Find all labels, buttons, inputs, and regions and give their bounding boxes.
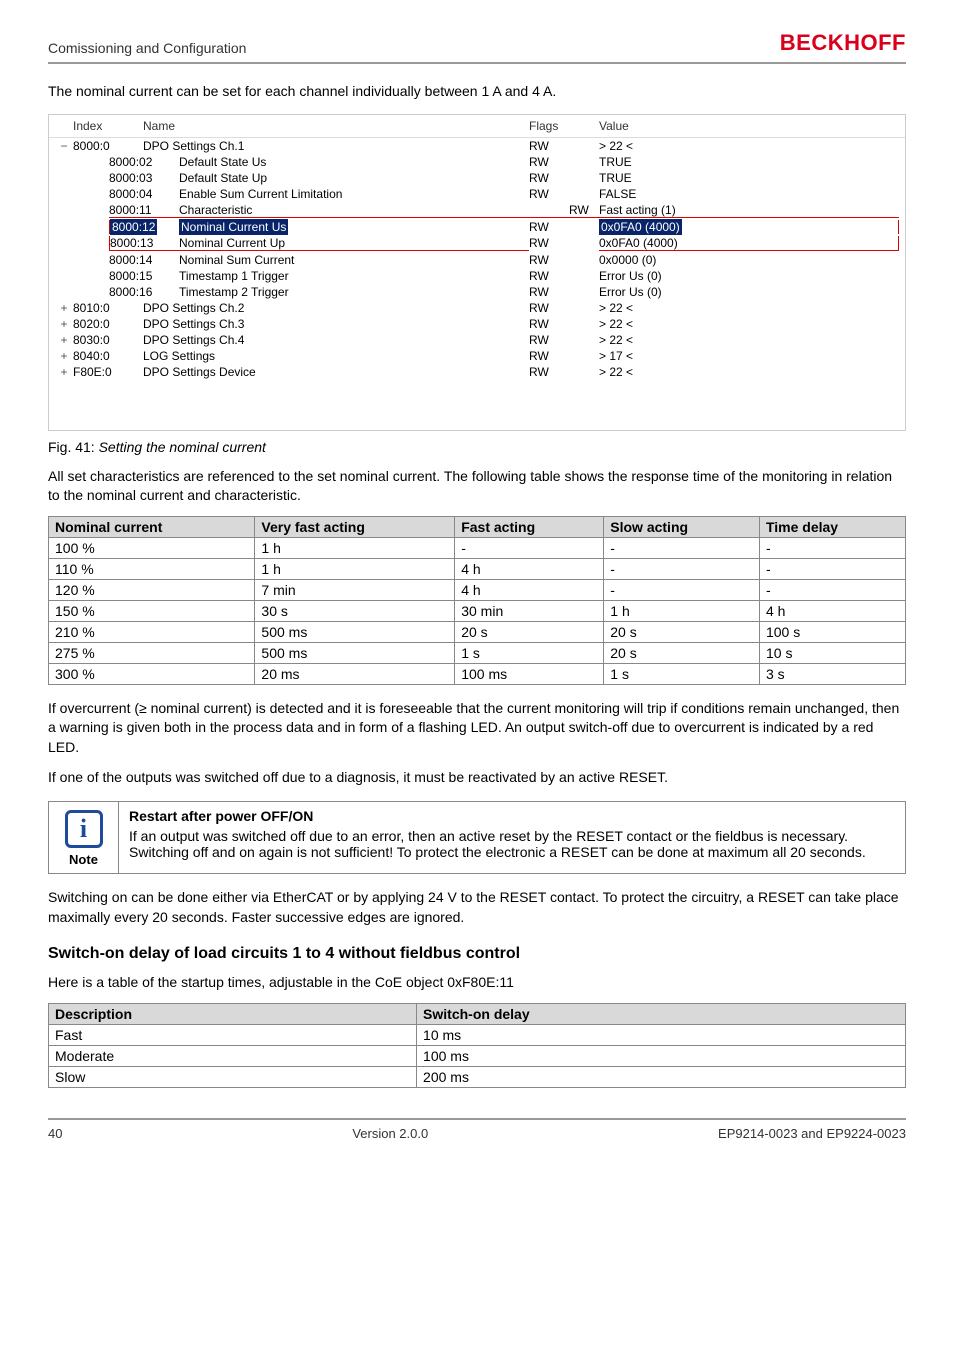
table-row: Slow200 ms [49,1066,906,1087]
figure-caption: Fig. 41: Setting the nominal current [48,439,906,455]
table-header: Very fast acting [255,516,455,537]
note-body: If an output was switched off due to an … [129,828,895,860]
table-header: Description [49,1003,417,1024]
coe-row: 8000:12Nominal Current UsRW0x0FA0 (4000) [49,219,905,235]
footer-product: EP9214-0023 and EP9224-0023 [718,1126,906,1141]
coe-row: +8030:0DPO Settings Ch.4RW> 22 < [49,332,905,348]
coe-row: 8000:16Timestamp 2 TriggerRWError Us (0) [49,284,905,300]
coe-row: +8020:0DPO Settings Ch.3RW> 22 < [49,316,905,332]
coe-row: 8000:04Enable Sum Current LimitationRWFA… [49,186,905,202]
coe-row: 8000:15Timestamp 1 TriggerRWError Us (0) [49,268,905,284]
coe-row: 8000:14Nominal Sum CurrentRW0x0000 (0) [49,252,905,268]
table-header: Time delay [759,516,905,537]
footer-page: 40 [48,1126,62,1141]
page-footer: 40 Version 2.0.0 EP9214-0023 and EP9224-… [48,1118,906,1141]
paragraph-6: Here is a table of the startup times, ad… [48,973,906,993]
coe-row: −8000:0DPO Settings Ch.1RW> 22 < [49,138,905,154]
intro-text: The nominal current can be set for each … [48,82,906,102]
table-header: Slow acting [604,516,760,537]
table-row: 100 %1 h--- [49,537,906,558]
col-value: Value [599,119,899,133]
col-name: Name [143,119,529,133]
coe-header-row: Index Name Flags Value [49,115,905,138]
note-box: i Note Restart after power OFF/ON If an … [48,801,906,874]
footer-version: Version 2.0.0 [352,1126,428,1141]
note-label: Note [53,852,114,867]
table-row: 120 %7 min4 h-- [49,579,906,600]
paragraph-5: Switching on can be done either via Ethe… [48,888,906,927]
table-header: Fast acting [455,516,604,537]
table-row: 275 %500 ms1 s20 s10 s [49,642,906,663]
table-header: Switch-on delay [417,1003,906,1024]
col-flags: Flags [529,119,599,133]
response-time-table: Nominal currentVery fast actingFast acti… [48,516,906,685]
table-header: Nominal current [49,516,255,537]
note-title: Restart after power OFF/ON [129,808,895,824]
coe-row: +F80E:0DPO Settings DeviceRW> 22 < [49,364,905,380]
table-row: Fast10 ms [49,1024,906,1045]
paragraph-2: All set characteristics are referenced t… [48,467,906,506]
page-header: Comissioning and Configuration BECKHOFF [48,30,906,64]
col-index: Index [73,119,143,133]
paragraph-4: If one of the outputs was switched off d… [48,768,906,788]
coe-row: +8040:0LOG SettingsRW> 17 < [49,348,905,364]
table-row: 300 %20 ms100 ms1 s3 s [49,663,906,684]
table-row: 210 %500 ms20 s20 s100 s [49,621,906,642]
brand-logo: BECKHOFF [780,30,906,56]
paragraph-3: If overcurrent (≥ nominal current) is de… [48,699,906,758]
table-row: 110 %1 h4 h-- [49,558,906,579]
coe-row: +8010:0DPO Settings Ch.2RW> 22 < [49,300,905,316]
coe-row: 8000:03Default State UpRWTRUE [49,170,905,186]
coe-row: 8000:13Nominal Current UpRW0x0FA0 (4000) [49,235,905,252]
switch-on-delay-table: DescriptionSwitch-on delay Fast10 msMode… [48,1003,906,1088]
header-section: Comissioning and Configuration [48,40,246,56]
table-row: 150 %30 s30 min1 h4 h [49,600,906,621]
coe-row: 8000:02Default State UsRWTRUE [49,154,905,170]
coe-table: Index Name Flags Value −8000:0DPO Settin… [48,114,906,431]
table-row: Moderate100 ms [49,1045,906,1066]
info-icon: i [65,810,103,848]
coe-row: 8000:11CharacteristicRWFast acting (1) [49,202,905,219]
section-heading: Switch-on delay of load circuits 1 to 4 … [48,945,906,963]
